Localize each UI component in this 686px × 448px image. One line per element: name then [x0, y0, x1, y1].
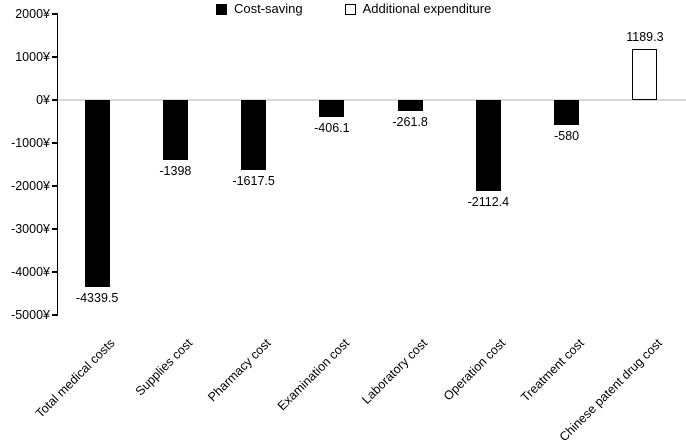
y-axis-tick: [51, 142, 57, 144]
legend-item-additional-expenditure: Additional expenditure: [344, 1, 492, 17]
cost-saving-bar: [162, 100, 188, 161]
cost-saving-bar: [397, 100, 423, 112]
y-axis-tick-label: -3000¥: [11, 221, 50, 236]
bar-value-label: -4339.5: [75, 290, 119, 305]
category-label: Laboratory cost: [359, 336, 431, 407]
category-label: Supplies cost: [132, 336, 196, 399]
y-axis-tick: [51, 185, 57, 187]
additional-expenditure-bar: [632, 48, 658, 100]
cost-saving-bar: [319, 100, 345, 118]
y-axis-tick: [51, 56, 57, 58]
y-axis-tick-label: 2000¥: [15, 6, 50, 21]
y-axis-tick-label: -2000¥: [11, 178, 50, 193]
cost-saving-bar: [554, 100, 580, 125]
bar-value-label: -1398: [159, 164, 192, 179]
y-axis-tick: [51, 228, 57, 230]
additional-expenditure-swatch-icon: [344, 3, 356, 15]
bar-value-label: -1617.5: [232, 173, 275, 188]
bar-value-label: -2112.4: [467, 194, 510, 209]
legend-item-cost-saving: Cost-saving: [216, 1, 303, 17]
zero-gridline: [58, 99, 686, 101]
category-label: Total medical costs: [32, 336, 118, 421]
bar-value-label: -261.8: [392, 115, 428, 130]
bar-value-label: -580: [554, 128, 580, 143]
y-axis-tick: [51, 314, 57, 316]
cost-saving-bar: [475, 100, 501, 191]
cost-saving-bar: [241, 100, 267, 170]
y-axis-tick-label: 0¥: [36, 92, 50, 107]
y-axis-tick-label: -4000¥: [11, 264, 50, 279]
category-label: Treatment cost: [518, 336, 587, 405]
y-axis-line: [56, 13, 58, 316]
category-label: Pharmacy cost: [205, 336, 274, 405]
y-axis-tick-label: -5000¥: [11, 307, 50, 322]
y-axis-tick-label: -1000¥: [11, 135, 50, 150]
y-axis-tick: [51, 13, 57, 15]
bar-value-label: 1189.3: [626, 29, 664, 44]
cost-saving-bar: [84, 100, 110, 287]
legend: Cost-saving Additional expenditure: [216, 1, 491, 17]
legend-label-cost-saving: Cost-saving: [234, 1, 303, 16]
y-axis-tick: [51, 271, 57, 273]
cost-saving-swatch-icon: [216, 3, 227, 15]
legend-label-additional-expenditure: Additional expenditure: [362, 1, 492, 16]
category-label: Operation cost: [440, 336, 509, 404]
category-label: Examination cost: [274, 336, 352, 414]
y-axis-tick-label: 1000¥: [15, 49, 50, 64]
y-axis-tick: [51, 99, 57, 101]
bar-value-label: -406.1: [314, 121, 350, 136]
